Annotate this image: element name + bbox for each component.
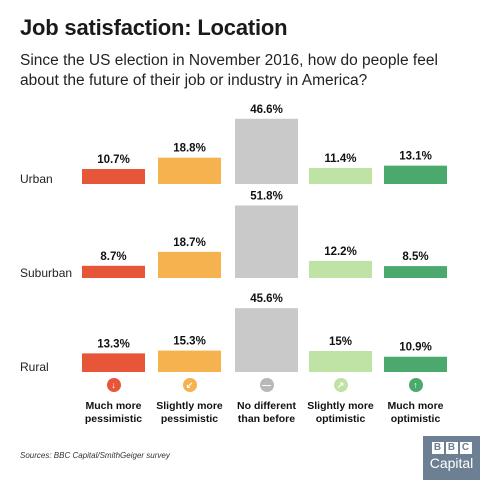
- data-label-rural-1: 15.3%: [173, 336, 206, 348]
- data-label-urban-0: 10.7%: [97, 154, 130, 166]
- bar-suburban-0: [82, 265, 145, 278]
- legend-label-line: No different: [237, 400, 296, 412]
- data-label-rural-0: 13.3%: [97, 338, 130, 350]
- legend-label-line: pessimistic: [84, 413, 143, 425]
- thumbs-up-icon: ↑: [408, 378, 423, 392]
- bar-rural-2: [235, 308, 298, 372]
- data-label-suburban-3: 12.2%: [324, 246, 357, 258]
- bar-chart: Urban 10.7% 18.8% 46.6% 11.4% 13.1% Suburban 8.…: [20, 104, 447, 374]
- legend-label-line: optimistic: [315, 413, 366, 425]
- data-label-rural-4: 10.9%: [399, 342, 432, 354]
- data-label-urban-1: 18.8%: [173, 143, 206, 155]
- legend-label-2: No different than before: [227, 400, 307, 426]
- bar-urban-4: [384, 165, 447, 184]
- data-label-rural-3: 15%: [329, 336, 352, 348]
- logo-word: Capital: [429, 455, 474, 471]
- row-label-suburban: Suburban: [20, 266, 72, 280]
- bar-suburban-1: [158, 251, 221, 278]
- legend-item-0: ↓ Much more pessimistic: [74, 378, 154, 426]
- bar-urban-1: [158, 157, 221, 184]
- logo-letter: B: [445, 442, 458, 454]
- legend-label-4: Much more optimistic: [376, 400, 456, 426]
- bar-urban-0: [82, 169, 145, 184]
- source-note: Sources: BBC Capital/SmithGeiger survey: [20, 451, 170, 460]
- data-label-suburban-4: 8.5%: [402, 251, 428, 263]
- data-label-rural-2: 45.6%: [250, 293, 283, 305]
- legend-item-2: — No different than before: [227, 378, 307, 426]
- legend-item-1: ↙ Slightly more pessimistic: [150, 378, 230, 426]
- logo-letter: B: [431, 442, 444, 454]
- legend-label-line: Much more: [387, 400, 444, 412]
- bar-rural-3: [309, 351, 372, 372]
- data-label-suburban-0: 8.7%: [100, 251, 126, 263]
- data-label-urban-2: 46.6%: [250, 104, 283, 116]
- bar-rural-0: [82, 353, 145, 372]
- row-label-rural: Rural: [20, 360, 49, 374]
- chart-title: Job satisfaction: Location: [20, 15, 288, 40]
- legend-label-line: optimistic: [390, 413, 441, 425]
- logo-letter: C: [459, 442, 472, 454]
- frown-icon: ↙: [182, 378, 197, 392]
- neutral-icon: —: [259, 378, 274, 392]
- bar-urban-3: [309, 168, 372, 184]
- legend-label-line: than before: [237, 413, 296, 425]
- chart-subtitle: Since the US election in November 2016, …: [20, 52, 438, 89]
- bar-suburban-3: [309, 260, 372, 278]
- legend-label-line: Much more: [85, 400, 142, 412]
- legend-item-4: ↑ Much more optimistic: [376, 378, 456, 426]
- legend-label-3: Slightly more optimistic: [301, 400, 381, 426]
- legend-label-line: pessimistic: [160, 413, 219, 425]
- bar-urban-2: [235, 118, 298, 184]
- data-label-suburban-2: 51.8%: [250, 190, 283, 202]
- bar-rural-4: [384, 356, 447, 372]
- thumbs-down-icon: ↓: [106, 378, 121, 392]
- legend-label-line: Slightly more: [307, 400, 374, 412]
- smile-icon: ↗: [333, 378, 348, 392]
- bbc-capital-logo: B B C Capital: [423, 436, 480, 480]
- bbc-letters: B B C: [423, 442, 480, 454]
- row-label-urban: Urban: [20, 172, 53, 186]
- legend-label-line: Slightly more: [156, 400, 223, 412]
- data-label-urban-4: 13.1%: [399, 151, 432, 163]
- bar-suburban-4: [384, 266, 447, 278]
- bar-rural-1: [158, 350, 221, 372]
- bar-suburban-2: [235, 205, 298, 278]
- legend-label-1: Slightly more pessimistic: [150, 400, 230, 426]
- legend-item-3: ↗ Slightly more optimistic: [301, 378, 381, 426]
- data-label-suburban-1: 18.7%: [173, 237, 206, 249]
- legend-label-0: Much more pessimistic: [74, 400, 154, 426]
- data-label-urban-3: 11.4%: [325, 153, 357, 165]
